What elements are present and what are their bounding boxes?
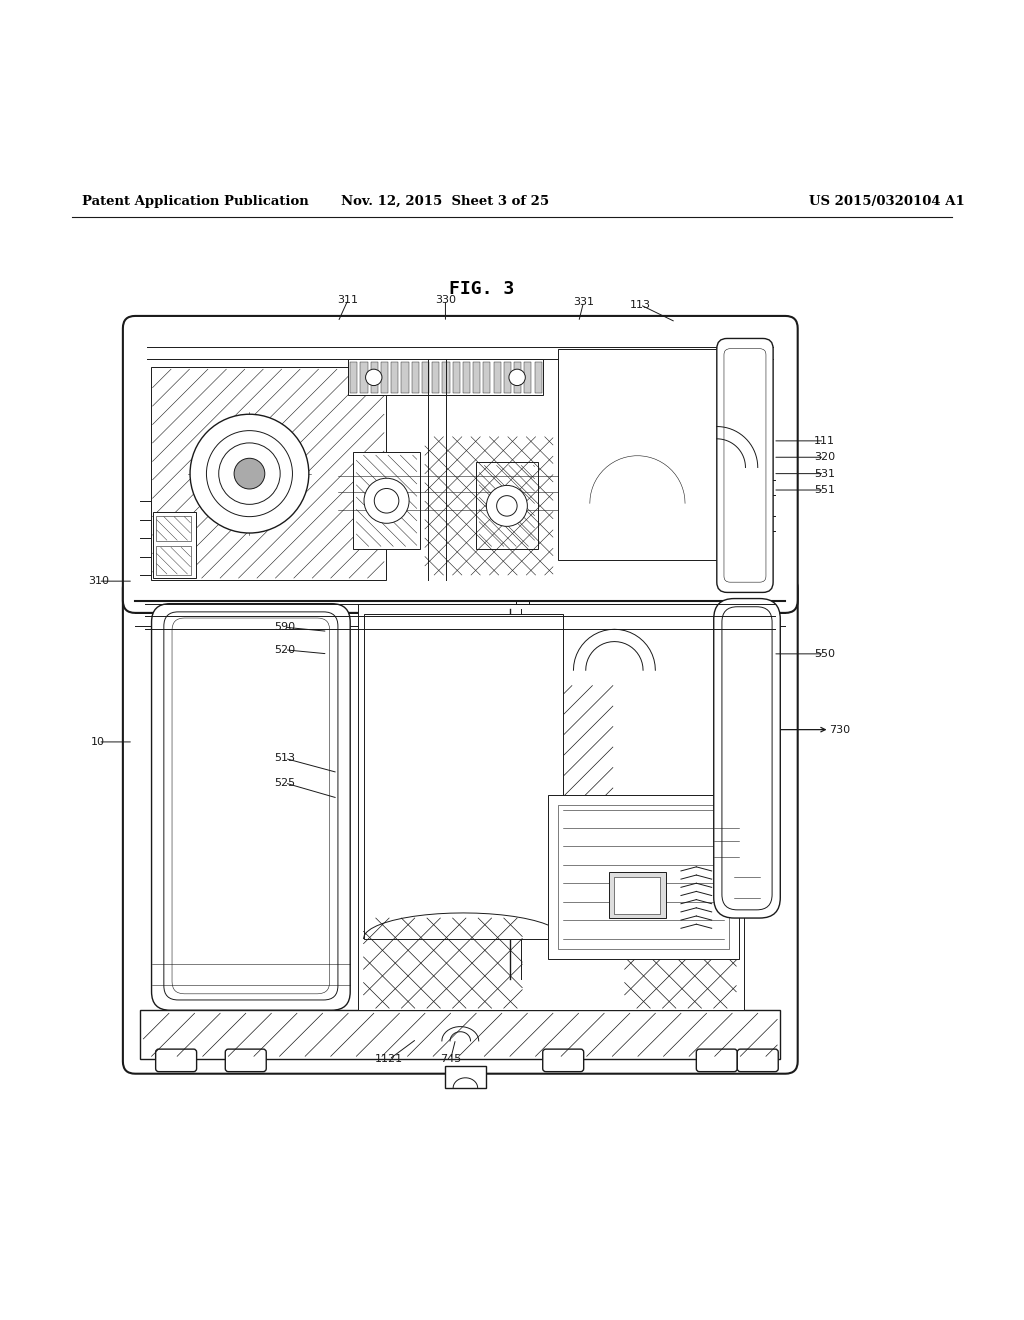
- Text: 531: 531: [814, 469, 835, 479]
- Bar: [422, 362, 429, 393]
- FancyBboxPatch shape: [722, 607, 772, 909]
- Bar: [444, 1065, 485, 1088]
- FancyBboxPatch shape: [543, 1049, 584, 1072]
- Circle shape: [190, 414, 309, 533]
- FancyBboxPatch shape: [225, 1049, 266, 1072]
- FancyBboxPatch shape: [717, 338, 773, 593]
- Bar: [391, 362, 398, 393]
- Bar: [504, 362, 511, 393]
- FancyBboxPatch shape: [172, 618, 330, 994]
- Bar: [514, 362, 521, 393]
- Bar: [381, 362, 388, 393]
- FancyBboxPatch shape: [123, 576, 798, 1073]
- Bar: [412, 362, 419, 393]
- Bar: [558, 348, 717, 560]
- Text: 730: 730: [829, 725, 850, 735]
- Bar: [535, 362, 542, 393]
- Bar: [353, 453, 420, 549]
- Circle shape: [234, 458, 265, 488]
- Circle shape: [486, 486, 527, 527]
- Bar: [442, 362, 450, 393]
- Circle shape: [509, 370, 525, 385]
- Text: 331: 331: [573, 297, 594, 306]
- Text: US 2015/0320104 A1: US 2015/0320104 A1: [809, 195, 965, 207]
- Bar: [473, 362, 480, 393]
- FancyBboxPatch shape: [714, 598, 780, 917]
- Text: 311: 311: [338, 294, 358, 305]
- Text: 745: 745: [440, 1055, 461, 1064]
- Text: 550: 550: [814, 649, 835, 659]
- Bar: [401, 362, 409, 393]
- Text: 551: 551: [814, 484, 835, 495]
- Bar: [348, 359, 543, 395]
- Text: Nov. 12, 2015  Sheet 3 of 25: Nov. 12, 2015 Sheet 3 of 25: [341, 195, 550, 207]
- Bar: [156, 516, 191, 541]
- Text: 590: 590: [274, 622, 295, 632]
- Bar: [524, 362, 531, 393]
- Bar: [151, 367, 386, 579]
- Bar: [153, 512, 196, 578]
- Text: FIG. 3: FIG. 3: [449, 280, 514, 298]
- Circle shape: [366, 370, 382, 385]
- FancyBboxPatch shape: [724, 348, 766, 582]
- Bar: [735, 343, 772, 585]
- Bar: [432, 362, 439, 393]
- Text: 330: 330: [435, 294, 456, 305]
- Circle shape: [365, 478, 410, 523]
- Bar: [364, 614, 563, 939]
- FancyBboxPatch shape: [156, 1049, 197, 1072]
- Bar: [371, 362, 378, 393]
- Bar: [358, 603, 744, 1010]
- Bar: [609, 873, 666, 917]
- Bar: [476, 462, 538, 549]
- Bar: [483, 362, 490, 393]
- Text: 310: 310: [88, 576, 109, 586]
- Text: 113: 113: [630, 300, 650, 310]
- FancyBboxPatch shape: [152, 603, 350, 1010]
- Bar: [463, 362, 470, 393]
- Bar: [548, 795, 739, 960]
- FancyBboxPatch shape: [737, 1049, 778, 1072]
- Text: 1121: 1121: [375, 1055, 403, 1064]
- Text: 10: 10: [91, 737, 105, 747]
- FancyBboxPatch shape: [164, 612, 338, 1001]
- Bar: [156, 546, 191, 576]
- FancyBboxPatch shape: [123, 315, 798, 612]
- Text: 111: 111: [814, 436, 835, 446]
- Text: 520: 520: [274, 644, 295, 655]
- Bar: [350, 362, 357, 393]
- Text: Patent Application Publication: Patent Application Publication: [82, 195, 308, 207]
- Bar: [558, 805, 729, 949]
- Text: 525: 525: [274, 777, 295, 788]
- Bar: [360, 362, 368, 393]
- FancyBboxPatch shape: [696, 1049, 737, 1072]
- Bar: [494, 362, 501, 393]
- Text: 513: 513: [274, 754, 295, 763]
- Text: 320: 320: [814, 453, 835, 462]
- Bar: [140, 1010, 780, 1060]
- Bar: [614, 876, 660, 913]
- Circle shape: [375, 488, 399, 513]
- Bar: [453, 362, 460, 393]
- Circle shape: [497, 495, 517, 516]
